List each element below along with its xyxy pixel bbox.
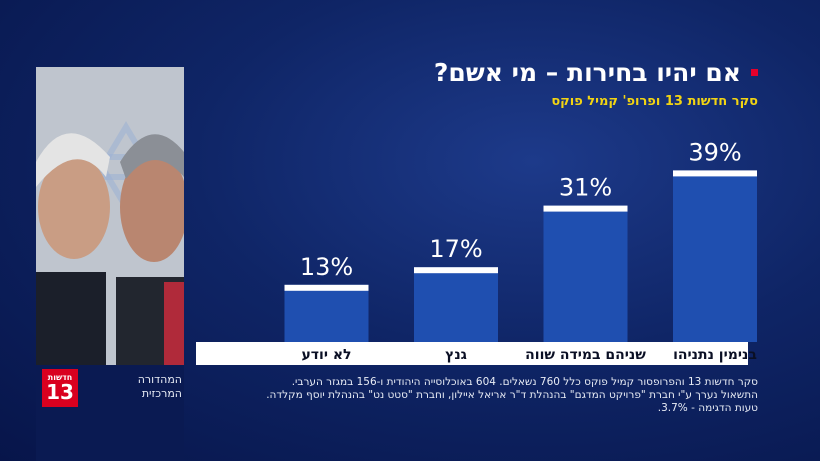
bar-2 [414, 267, 498, 342]
category-label-strip [196, 342, 748, 365]
candidates-photo-art [36, 67, 184, 365]
channel-logo: חדשות 13 [42, 369, 78, 407]
category-label-3: לא יודע [301, 347, 351, 363]
category-label-2: גנץ [445, 347, 467, 363]
bar-cap-1 [543, 205, 628, 212]
title-bullet [751, 69, 758, 76]
bar-cap-3 [284, 284, 369, 291]
page-subtitle: סקר חדשות 13 ופרופ' קמיל פוקס [551, 94, 758, 109]
logo-caption: המהדורה המרכזית [82, 373, 182, 401]
title-row: אם יהיו בחירות – מי אשם? [434, 58, 758, 87]
value-label-2: 17% [429, 235, 482, 263]
footnote-line2: התשאול נערך ע"י חברת "פרויקט המדגם" בהנה… [266, 389, 758, 401]
survey-footnote: סקר חדשות 13 והפרופסור קמיל פוקס כלל 760… [218, 376, 758, 415]
footnote-line3: טעות הדגימה - 3.7%. [657, 402, 758, 414]
bar-0 [673, 170, 757, 342]
logo-caption-line1: המהדורה [137, 373, 182, 386]
footnote-line1: סקר חדשות 13 והפרופסור קמיל פוקס כלל 760… [291, 376, 758, 388]
category-label-0: בנימין נתניהו [673, 347, 757, 363]
bar-cap-2 [414, 267, 498, 274]
logo-small-text: חדשות [47, 373, 73, 382]
bar-3 [284, 284, 369, 342]
value-label-3: 13% [300, 253, 353, 281]
bar-1 [543, 205, 628, 342]
logo-caption-line2: המרכזית [141, 387, 182, 400]
bar-cap-0 [673, 170, 757, 177]
channel-logo-area: חדשות 13 המהדורה המרכזית [36, 365, 184, 461]
value-label-1: 31% [559, 174, 612, 202]
value-label-0: 39% [688, 138, 741, 166]
category-label-1: שניהם במידה שווה [525, 347, 646, 363]
page-title: אם יהיו בחירות – מי אשם? [433, 58, 741, 87]
candidates-photo [36, 67, 184, 365]
logo-number: 13 [46, 380, 74, 404]
